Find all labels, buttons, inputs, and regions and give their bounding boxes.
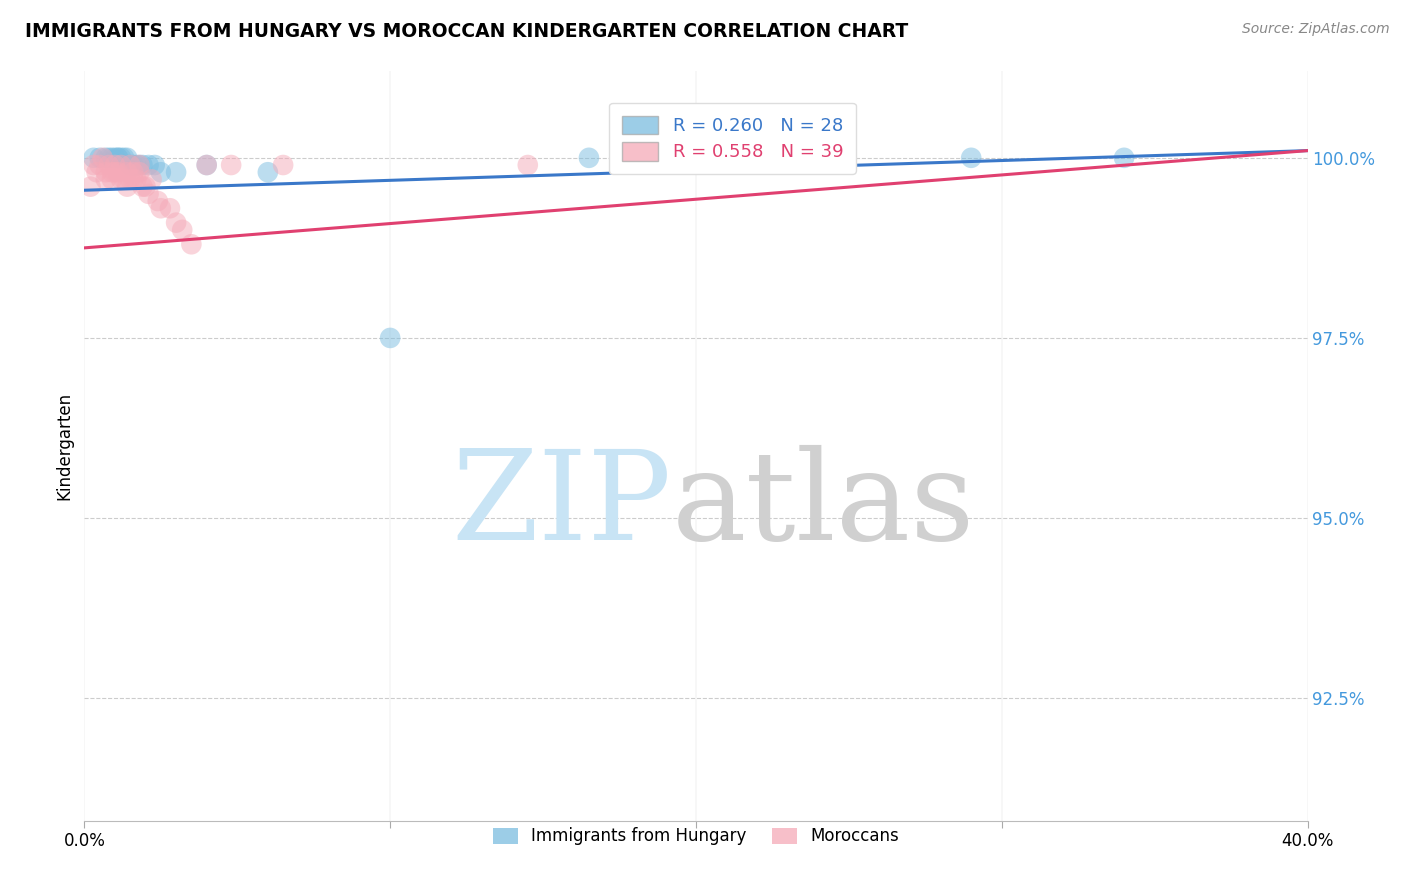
Point: [101, 172, 124, 186]
Point: [1114, 151, 1136, 165]
Point: [120, 158, 142, 172]
Text: Source: ZipAtlas.com: Source: ZipAtlas.com: [1241, 22, 1389, 37]
Point: [149, 165, 172, 179]
Point: [131, 179, 153, 194]
Text: ZIP: ZIP: [451, 445, 672, 566]
Point: [122, 158, 145, 172]
Point: [107, 151, 129, 165]
Point: [107, 165, 129, 179]
Point: [131, 158, 153, 172]
Point: [110, 151, 132, 165]
Point: [110, 158, 132, 172]
Point: [101, 165, 124, 179]
Point: [609, 151, 631, 165]
Point: [94, 151, 117, 165]
Point: [195, 158, 218, 172]
Point: [83, 151, 105, 165]
Point: [110, 172, 132, 186]
Point: [97, 158, 120, 172]
Point: [112, 172, 135, 186]
Point: [219, 158, 242, 172]
Point: [159, 201, 181, 215]
Point: [125, 158, 148, 172]
Point: [135, 179, 157, 194]
Point: [104, 151, 127, 165]
Point: [122, 172, 145, 186]
Y-axis label: Kindergarten: Kindergarten: [55, 392, 73, 500]
Point: [94, 172, 117, 186]
Point: [122, 165, 145, 179]
Point: [83, 158, 105, 172]
Point: [115, 151, 138, 165]
Point: [138, 158, 160, 172]
Point: [128, 165, 150, 179]
Point: [141, 172, 163, 186]
Point: [115, 165, 138, 179]
Text: IMMIGRANTS FROM HUNGARY VS MOROCCAN KINDERGARTEN CORRELATION CHART: IMMIGRANTS FROM HUNGARY VS MOROCCAN KIND…: [25, 22, 908, 41]
Legend: Immigrants from Hungary, Moroccans: Immigrants from Hungary, Moroccans: [485, 819, 907, 854]
Point: [138, 186, 160, 201]
Point: [128, 158, 150, 172]
Point: [180, 237, 202, 252]
Point: [146, 194, 169, 208]
Point: [120, 172, 142, 186]
Point: [120, 158, 142, 172]
Text: atlas: atlas: [672, 445, 974, 566]
Point: [380, 331, 402, 345]
Point: [104, 165, 127, 179]
Point: [128, 158, 150, 172]
Point: [91, 151, 114, 165]
Point: [86, 165, 108, 179]
Point: [165, 216, 187, 230]
Point: [257, 165, 280, 179]
Point: [94, 165, 117, 179]
Point: [101, 151, 124, 165]
Point: [578, 151, 600, 165]
Point: [79, 179, 101, 194]
Point: [172, 223, 194, 237]
Point: [97, 151, 120, 165]
Point: [149, 201, 172, 215]
Point: [89, 151, 111, 165]
Point: [125, 172, 148, 186]
Point: [807, 151, 830, 165]
Point: [516, 158, 538, 172]
Point: [143, 158, 166, 172]
Point: [960, 151, 983, 165]
Point: [165, 165, 187, 179]
Point: [89, 158, 111, 172]
Point: [112, 151, 135, 165]
Point: [195, 158, 218, 172]
Point: [271, 158, 294, 172]
Point: [104, 158, 127, 172]
Point: [107, 151, 129, 165]
Point: [115, 179, 138, 194]
